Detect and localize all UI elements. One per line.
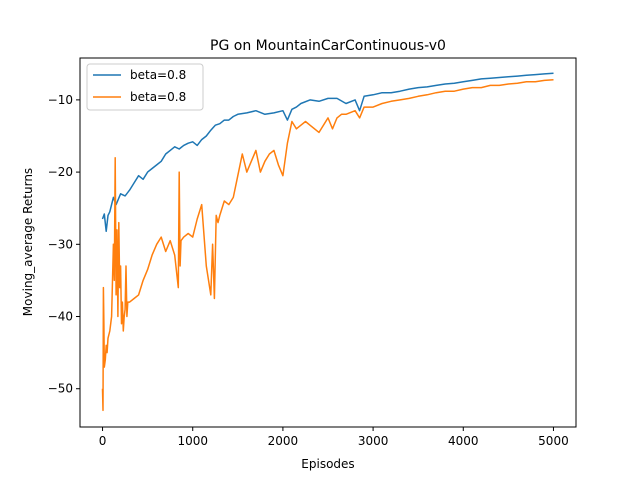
axes-frame — [79, 57, 577, 428]
x-tick-label: 1000 — [177, 434, 208, 448]
series-line-2 — [101, 78, 554, 412]
y-axis-label: Moving_average Returns — [21, 168, 35, 316]
y-tick-label: −20 — [48, 165, 73, 179]
y-tick-label: −50 — [48, 382, 73, 396]
y-tick-label: −10 — [48, 93, 73, 107]
plot-area — [101, 72, 554, 412]
x-tick-label: 2000 — [268, 434, 299, 448]
legend-label-series-1: beta=0.8 — [130, 68, 186, 82]
legend: beta=0.8 beta=0.8 — [86, 63, 204, 111]
chart-title: PG on MountainCarContinuous-v0 — [210, 38, 446, 54]
x-axis-label: Episodes — [301, 457, 354, 471]
x-tick-label: 4000 — [448, 434, 479, 448]
legend-label-series-2: beta=0.8 — [130, 90, 186, 104]
x-tick-label: 0 — [99, 434, 107, 448]
y-axis: −50 −40 −30 −20 −10 — [48, 93, 80, 396]
x-tick-label: 3000 — [358, 434, 389, 448]
y-tick-label: −30 — [48, 237, 73, 251]
x-tick-label: 5000 — [538, 434, 569, 448]
series-line-1 — [101, 72, 554, 233]
x-axis: 0 1000 2000 3000 4000 5000 — [99, 427, 569, 448]
y-tick-label: −40 — [48, 310, 73, 324]
